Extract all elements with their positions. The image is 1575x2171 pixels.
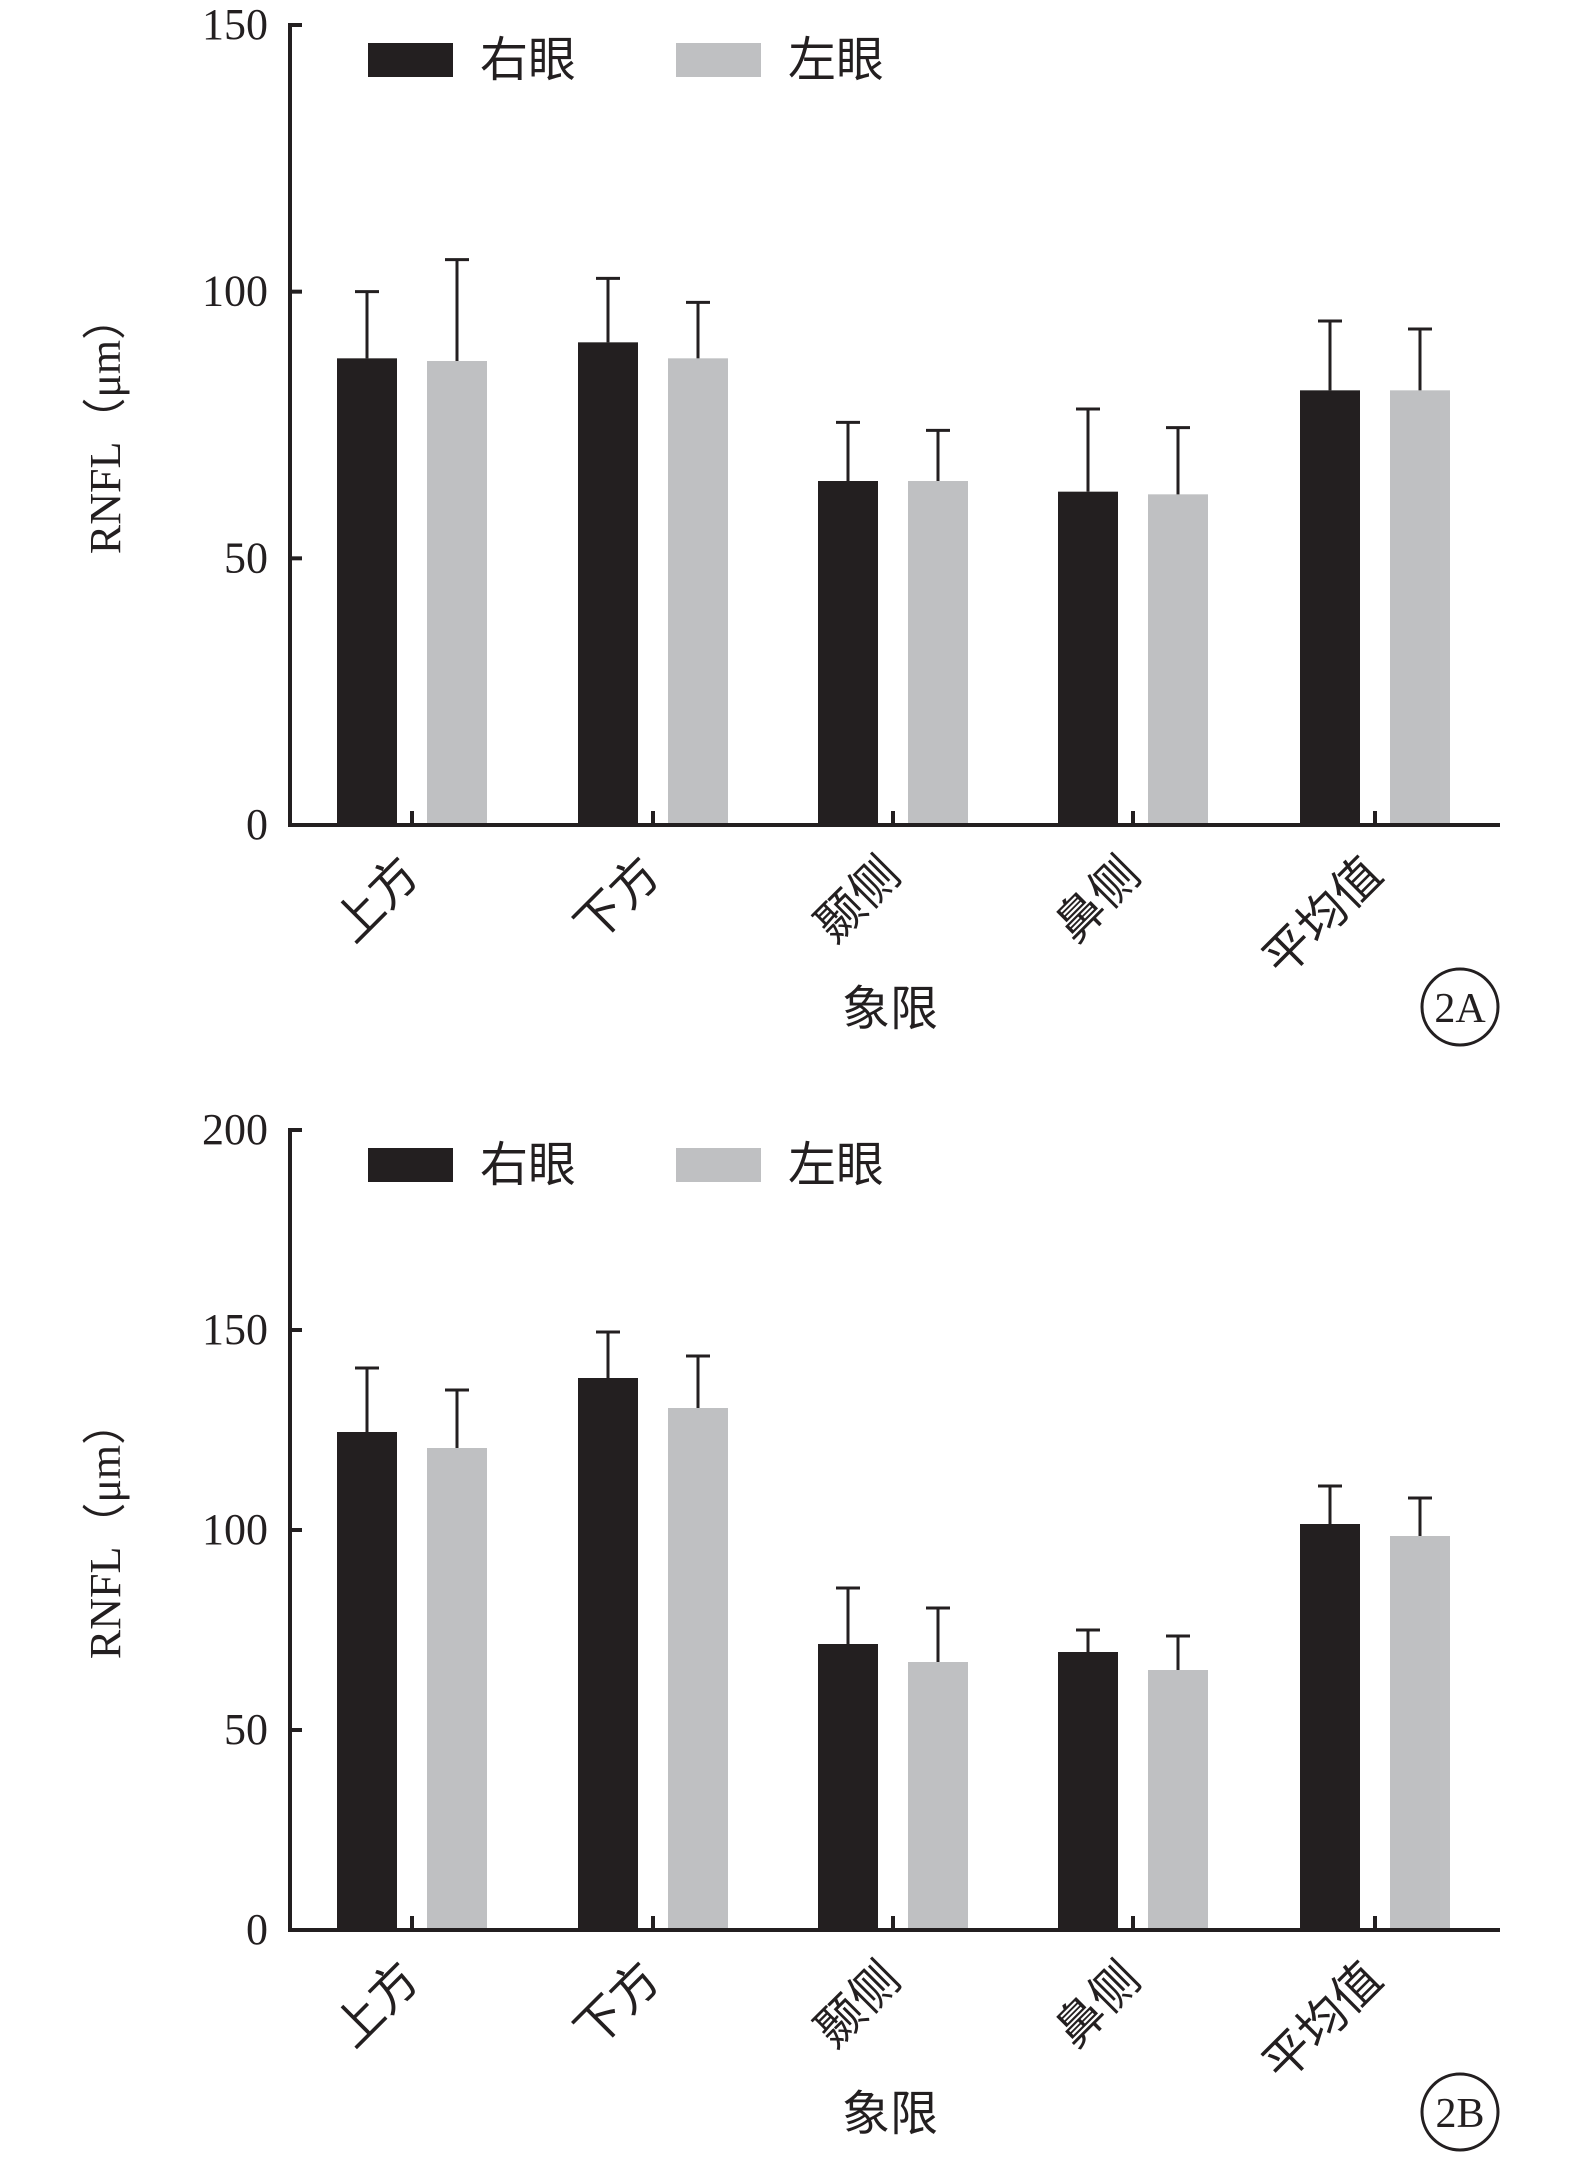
x-tick-label: 上方 [324, 847, 429, 952]
x-tick-label: 颞侧 [805, 1952, 910, 2057]
bar-右眼-颞侧 [818, 1644, 878, 1928]
bar-右眼-下方 [578, 1378, 638, 1928]
x-axis-label: 象限 [842, 2088, 938, 2141]
legend-swatch [676, 1148, 761, 1182]
x-tick-label: 鼻侧 [1045, 847, 1150, 952]
x-tick-label: 下方 [565, 1952, 670, 2057]
bar-左眼-颞侧 [908, 481, 968, 823]
y-tick-label: 0 [246, 1905, 268, 1954]
bar-左眼-平均值 [1390, 1536, 1450, 1928]
bar-右眼-平均值 [1300, 390, 1360, 823]
panel-label: 2A [1434, 986, 1486, 1032]
bar-左眼-下方 [668, 358, 728, 823]
y-tick-label: 50 [224, 1705, 268, 1754]
y-tick-label: 0 [246, 800, 268, 849]
bar-右眼-鼻侧 [1058, 1652, 1118, 1928]
bar-左眼-颞侧 [908, 1662, 968, 1928]
bar-右眼-平均值 [1300, 1524, 1360, 1928]
panel-label: 2B [1435, 2091, 1484, 2137]
bar-右眼-上方 [337, 1432, 397, 1928]
panel-label-circle [1420, 967, 1500, 1047]
bar-左眼-下方 [668, 1408, 728, 1928]
x-tick-label: 平均值 [1253, 1952, 1392, 2091]
y-tick-label: 150 [202, 1305, 268, 1354]
y-tick-label: 100 [202, 267, 268, 316]
legend-label: 左眼 [788, 1139, 884, 1192]
x-tick-label: 鼻侧 [1045, 1952, 1150, 2057]
bar-左眼-鼻侧 [1148, 1670, 1208, 1928]
y-axis-label: RNFL（μm） [81, 296, 130, 554]
legend-label: 右眼 [480, 1139, 576, 1192]
legend-label: 左眼 [788, 34, 884, 87]
x-tick-label: 上方 [324, 1952, 429, 2057]
bar-左眼-鼻侧 [1148, 494, 1208, 823]
y-tick-label: 150 [202, 0, 268, 49]
panel-label-circle [1420, 2072, 1500, 2152]
x-tick-label: 下方 [565, 847, 670, 952]
x-axis-label: 象限 [842, 983, 938, 1036]
bar-右眼-鼻侧 [1058, 491, 1118, 823]
legend-swatch [368, 1148, 453, 1182]
bar-左眼-上方 [427, 1448, 487, 1928]
legend-label: 右眼 [480, 34, 576, 87]
legend-swatch [676, 43, 761, 77]
bar-左眼-上方 [427, 361, 487, 823]
x-tick-label: 平均值 [1253, 847, 1392, 986]
bar-右眼-上方 [337, 358, 397, 823]
bar-左眼-平均值 [1390, 390, 1450, 823]
x-tick-label: 颞侧 [805, 847, 910, 952]
y-tick-label: 50 [224, 533, 268, 582]
bar-右眼-下方 [578, 342, 638, 823]
bar-右眼-颞侧 [818, 481, 878, 823]
legend-swatch [368, 43, 453, 77]
y-tick-label: 200 [202, 1105, 268, 1154]
y-axis-label: RNFL（μm） [81, 1401, 130, 1659]
y-tick-label: 100 [202, 1505, 268, 1554]
